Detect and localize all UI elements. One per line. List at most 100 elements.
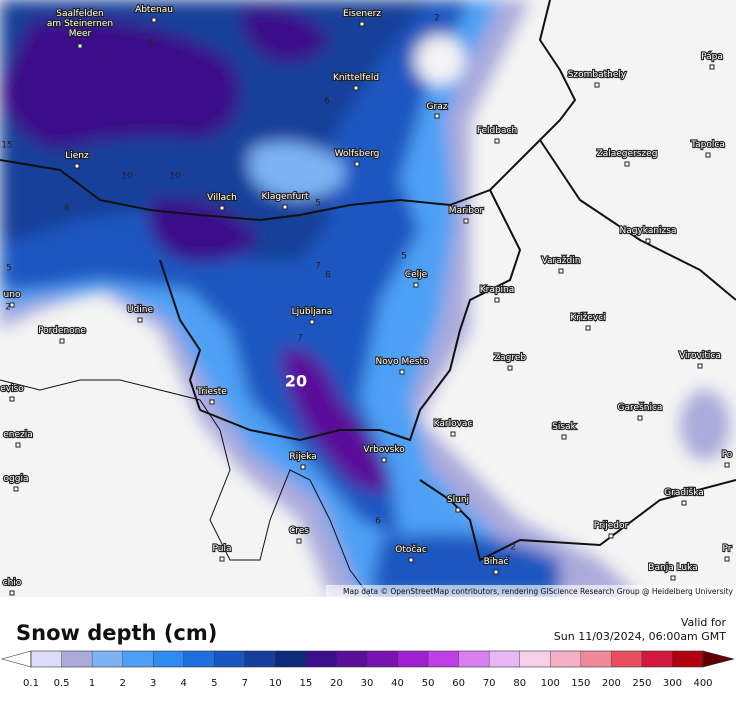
place-dot [724, 556, 730, 562]
place-dot [645, 238, 651, 244]
contour-label: 6 [64, 204, 70, 214]
place-dot [381, 457, 387, 463]
contour-label: 10 [169, 172, 181, 182]
colorbar-arrow-left [0, 650, 32, 668]
place-label: Slunj [447, 495, 469, 505]
contour-label: 8 [147, 39, 153, 49]
contour-label: 6 [325, 271, 331, 281]
place-dot [681, 500, 687, 506]
colorbar-segment [61, 651, 93, 667]
colorbar-label: 4 [181, 678, 187, 689]
contour-label: 5 [6, 264, 12, 274]
colorbar-segment [244, 651, 276, 667]
colorbar-segment [214, 651, 246, 667]
place-label: Trieste [196, 387, 227, 397]
colorbar-label: 200 [602, 678, 621, 689]
colorbar-label: 0.1 [23, 678, 39, 689]
contour-label: 10 [121, 172, 133, 182]
colorbar-label: 3 [150, 678, 156, 689]
colorbar-segment [367, 651, 399, 667]
place-label: Udine [127, 305, 154, 315]
place-label: Pula [213, 544, 232, 554]
place-dot [670, 575, 676, 581]
place-dot [455, 507, 461, 513]
contour-label: 6 [375, 517, 381, 527]
place-dot [353, 85, 359, 91]
place-label: eviso [0, 384, 24, 394]
place-dot [74, 163, 80, 169]
place-label: Vrbovsko [363, 445, 405, 455]
place-label: Križevci [570, 313, 605, 323]
colorbar-segment [122, 651, 154, 667]
attribution-bg [326, 585, 736, 597]
place-dot [9, 396, 15, 402]
colorbar-label: 20 [330, 678, 343, 689]
colorbar-segment [31, 651, 63, 667]
colorbar-label: 60 [452, 678, 465, 689]
colorbar-label: 5 [211, 678, 217, 689]
colorbar-label: 80 [513, 678, 526, 689]
colorbar-segment [153, 651, 185, 667]
colorbar-segment [275, 651, 307, 667]
colorbar-segment [611, 651, 643, 667]
place-dot [9, 590, 15, 596]
colorbar-segment [550, 651, 582, 667]
place-dot [151, 17, 157, 23]
colorbar-segment [92, 651, 124, 667]
colorbar-segment [489, 651, 521, 667]
contour-label: 5 [315, 199, 321, 209]
place-dot [705, 152, 711, 158]
place-label: Otočac [395, 544, 427, 555]
place-dot [561, 434, 567, 440]
place-label: Villach [207, 193, 237, 203]
colorbar-label: 150 [571, 678, 590, 689]
place-dot [724, 462, 730, 468]
place-dot [354, 161, 360, 167]
place-label: Garešnica [618, 402, 663, 413]
place-dot [9, 302, 15, 308]
colorbar-segment [305, 651, 337, 667]
legend: Snow depth (cm) Valid for Sun 11/03/2024… [0, 616, 735, 689]
place-dot [300, 464, 306, 470]
place-label: Saalfelden [56, 9, 103, 19]
place-label: Nagykanizsa [620, 226, 677, 236]
place-dot [709, 64, 715, 70]
place-dot [13, 486, 19, 492]
place-label: chio [3, 578, 22, 588]
colorbar-label: 7 [242, 678, 248, 689]
place-dot [450, 431, 456, 437]
place-dot [594, 82, 600, 88]
colorbar-label: 250 [632, 678, 651, 689]
contour-label: 5 [401, 252, 407, 262]
colorbar-segment [183, 651, 215, 667]
place-label: Pápa [701, 52, 723, 62]
place-dot [493, 569, 499, 575]
legend-title: Snow depth (cm) [16, 621, 217, 645]
place-dot [408, 557, 414, 563]
place-dot [296, 538, 302, 544]
place-dot [309, 319, 315, 325]
place-label: Zagreb [494, 353, 526, 363]
colorbar-segment [397, 651, 429, 667]
colorbar-arrow-right [702, 650, 735, 668]
contour-label: 7 [315, 262, 321, 272]
colorbar-segment [428, 651, 460, 667]
place-dot [494, 138, 500, 144]
colorbar-label: 15 [300, 678, 313, 689]
place-label: enezia [3, 430, 33, 440]
colorbar-segment [519, 651, 551, 667]
place-label: Banja Luka [648, 563, 697, 573]
colorbar-label: 50 [422, 678, 435, 689]
place-dot [137, 317, 143, 323]
place-label: Novo Mesto [376, 357, 429, 367]
place-dot [463, 218, 469, 224]
place-label: Cres [289, 526, 309, 536]
place-label: Knittelfeld [333, 73, 379, 83]
place-dot [282, 204, 288, 210]
place-dot [359, 21, 365, 27]
contour-label: 15 [1, 141, 12, 151]
place-dot [15, 442, 21, 448]
place-label: Eisenerz [343, 9, 381, 19]
